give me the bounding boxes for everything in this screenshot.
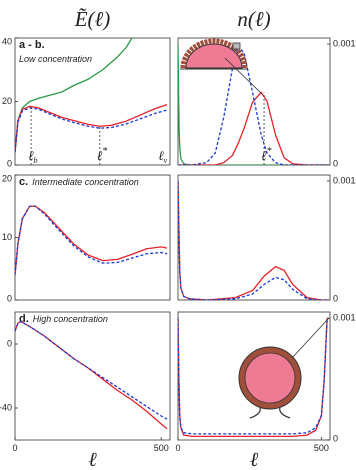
sphere-neck bbox=[249, 406, 291, 419]
y-tick-label: 0 bbox=[7, 293, 12, 303]
marker-symbol: ℓ bbox=[158, 148, 164, 163]
y-tick-label: 0 bbox=[333, 293, 338, 303]
panel-title: n(ℓ) bbox=[237, 7, 270, 31]
panel-letter: a - b. bbox=[19, 39, 45, 51]
marker-superscript: * bbox=[102, 146, 107, 157]
panel-frame bbox=[177, 311, 331, 441]
panel-letter: c. bbox=[19, 176, 28, 188]
cap-body bbox=[185, 43, 243, 69]
y-tick-label: 0.001 bbox=[333, 312, 356, 322]
marker-superscript: * bbox=[266, 146, 271, 157]
panel-label: a - b. bbox=[19, 39, 45, 51]
y-tick-label: 20 bbox=[2, 96, 12, 106]
panel-subtitle: High concentration bbox=[33, 314, 108, 324]
curve bbox=[178, 180, 328, 300]
cartoons bbox=[180, 38, 330, 419]
sphere-body bbox=[244, 352, 296, 404]
marker-symbol: ℓ bbox=[97, 148, 103, 163]
x-tick-label: 0 bbox=[12, 443, 17, 453]
marker-label: ℓ* bbox=[261, 146, 271, 163]
panel-frame bbox=[14, 311, 171, 441]
marker-subscript: v bbox=[164, 156, 168, 165]
series-group bbox=[178, 180, 328, 300]
marker-subscript: b bbox=[34, 156, 38, 165]
marker-label: ℓb bbox=[28, 148, 37, 165]
panel: n(ℓ) 0 0.001 ℓ* bbox=[177, 7, 356, 168]
x-tick-label: 500 bbox=[154, 443, 169, 453]
y-tick-label: 40 bbox=[2, 36, 12, 46]
marker-label: ℓv bbox=[158, 148, 167, 165]
cap-shell bbox=[180, 38, 248, 69]
series-group bbox=[178, 44, 328, 165]
panel-letter: d. bbox=[19, 313, 29, 325]
y-tick-label: 10 bbox=[2, 232, 12, 242]
y-tick-label: 0 bbox=[333, 158, 338, 168]
x-axis-label: ℓ bbox=[88, 449, 97, 470]
curve bbox=[15, 320, 168, 420]
marker-symbol: ℓ bbox=[261, 148, 267, 163]
curve bbox=[15, 205, 168, 276]
panel-frame bbox=[177, 174, 331, 301]
panel: ℓ 0 0.001 0 500 bbox=[175, 311, 356, 470]
curve bbox=[15, 38, 133, 153]
marker-label: ℓ* bbox=[97, 146, 107, 163]
y-tick-label: 0.001 bbox=[333, 38, 356, 48]
marker-symbol: ℓ bbox=[28, 148, 34, 163]
curve bbox=[15, 104, 168, 153]
panel: ℓ -40 0 0 500 d. High concentration bbox=[0, 311, 171, 470]
panel: 0 0.001 bbox=[177, 174, 356, 303]
curve bbox=[178, 91, 328, 165]
y-tick-label: 0.001 bbox=[333, 175, 356, 185]
panel-label: d. High concentration bbox=[19, 313, 108, 325]
panel-frame bbox=[14, 174, 171, 301]
panel: 0 10 20 c. Intermediate concentration bbox=[2, 173, 171, 303]
y-tick-label: 20 bbox=[2, 173, 12, 183]
curve bbox=[15, 107, 168, 153]
curve bbox=[178, 318, 328, 435]
panel-subtitle: Low concentration bbox=[19, 54, 92, 64]
y-tick-label: 0 bbox=[7, 338, 12, 348]
series-group bbox=[15, 320, 168, 430]
panel-label: c. Intermediate concentration bbox=[19, 176, 139, 188]
cap-pointer bbox=[224, 57, 263, 95]
sphere-pointer bbox=[291, 317, 330, 359]
curve bbox=[15, 320, 168, 430]
series-group bbox=[178, 318, 328, 437]
x-axis-label: ℓ bbox=[250, 449, 259, 470]
y-tick-label: 0 bbox=[333, 433, 338, 443]
panel-subtitle: Intermediate concentration bbox=[32, 177, 139, 187]
curve bbox=[178, 180, 328, 300]
x-tick-label: 500 bbox=[314, 443, 329, 453]
curve bbox=[15, 205, 168, 276]
series-group bbox=[15, 38, 168, 153]
series-group bbox=[15, 205, 168, 276]
curve bbox=[178, 45, 328, 165]
cap-tag bbox=[232, 42, 241, 50]
x-tick-label: 0 bbox=[175, 443, 180, 453]
y-tick-label: 0 bbox=[7, 158, 12, 168]
panel-title: Ẽ(ℓ) bbox=[74, 7, 111, 31]
y-tick-label: -40 bbox=[0, 402, 12, 412]
